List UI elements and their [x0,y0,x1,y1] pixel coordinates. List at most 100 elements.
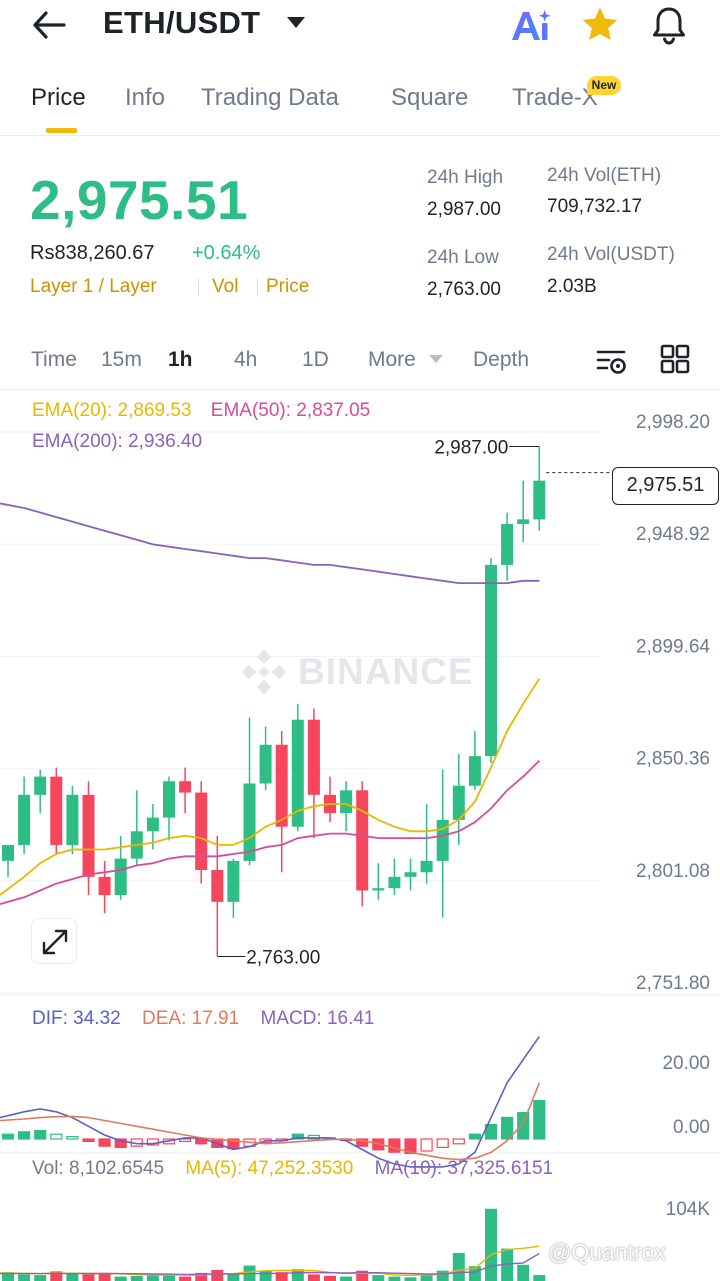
volume-bar [50,1271,63,1281]
price-axis-label: 2,899.64 [636,636,710,657]
macd-histogram-bar [517,1111,530,1140]
candle-up [501,523,514,565]
tag-layer[interactable]: Layer 1 / Layer [30,276,157,297]
tag-vol[interactable]: Vol [212,276,239,297]
macd-histogram-bar [452,1138,465,1145]
volume-bar [163,1274,175,1281]
author-watermark: @Quantrox [548,1239,666,1265]
macd-histogram-bar [195,1138,208,1145]
ema200-line [0,502,540,585]
tf-depth[interactable]: Depth [473,348,530,371]
candle-up [114,858,127,896]
price-chart[interactable]: 2,998.20 2,948.92 2,899.64 2,850.36 2,801.08… [0,390,720,1281]
macd-histogram-bar [34,1129,47,1140]
tag-price[interactable]: Price [266,276,310,297]
ma5-label: MA(5): 47,252.3530 [185,1158,354,1179]
candle-up [227,860,240,902]
dif-line [0,1035,540,1168]
vol-ma10-line [0,1252,540,1276]
candle-down [98,876,111,896]
star-icon[interactable] [580,5,620,45]
volume-bar [114,1276,127,1281]
ema200-label: EMA(200): 2,936.40 [32,431,203,452]
volume-bar [404,1277,417,1281]
macd-histogram-bar [227,1138,240,1150]
expand-chart-button[interactable] [31,918,77,964]
volume-bar [452,1252,465,1281]
candle-down [195,792,208,870]
ma10-label: MA(10): 37,325.6151 [374,1158,554,1179]
volume-bar [291,1269,304,1281]
candle-up [404,872,417,877]
volume-bar [82,1274,95,1281]
macd-histogram-bar [501,1116,514,1140]
tab-trade-x[interactable]: Trade-X [512,84,598,111]
candle-up [420,860,433,873]
macd-histogram-bar [98,1138,111,1147]
high-label: 24h High [427,167,504,188]
tag-divider [257,279,258,295]
dea-line [0,1082,541,1161]
more-caret-icon[interactable] [428,353,444,365]
macd-histogram-bar [66,1135,79,1140]
volume-bar [485,1208,497,1281]
volume-bar [130,1275,143,1281]
candle-up [146,817,159,832]
ai-icon[interactable] [509,6,551,46]
volume-bar [227,1274,240,1281]
caret-down-icon[interactable] [285,13,307,31]
tab-active-indicator [46,128,77,133]
macd-histogram-bar [50,1133,63,1140]
tag-divider [198,279,199,295]
ema20-line [0,678,541,896]
ema-labels-row-1: EMA(20): 2,869.53 EMA(50): 2,837.05 [32,400,370,422]
candle-up [291,719,304,827]
back-arrow-icon[interactable] [30,8,70,42]
tf-4h[interactable]: 4h [234,348,258,371]
tab-price[interactable]: Price [31,84,86,111]
current-price-box: 2,975.51 [612,467,719,505]
volume-bar [18,1274,31,1281]
volume-bar [146,1275,159,1281]
macd-histogram-bar [388,1138,401,1153]
volume-bar [501,1248,514,1281]
tf-more[interactable]: More [368,348,416,371]
binance-watermark: BINANCE [240,646,490,698]
vol-eth-value: 709,732.17 [547,196,643,217]
bell-icon[interactable] [648,4,690,46]
volume-bar [34,1275,47,1281]
layout-grid-icon[interactable] [660,344,690,374]
indicator-settings-icon[interactable] [595,345,629,377]
pair-title[interactable]: ETH/USDT [103,5,261,40]
tf-15m[interactable]: 15m [101,348,142,371]
volume-bar [275,1272,288,1281]
tab-info[interactable]: Info [125,84,166,111]
volume-bar [195,1272,208,1281]
price-axis-label: 2,850.36 [636,749,710,770]
volume-bar [307,1274,320,1281]
macd-histogram-bar [18,1131,31,1140]
tab-trading-data[interactable]: Trading Data [201,84,339,111]
vol-label: Vol: 8,102.6545 [32,1158,165,1179]
binance-logo-icon [242,650,286,694]
tf-time[interactable]: Time [31,348,77,371]
low-marker-label: 2,763.00 [246,948,320,969]
candle-down [307,719,320,795]
candle-up [485,564,497,757]
candle-down [275,744,288,827]
macd-axis-label: 20.00 [662,1053,710,1074]
volume-bar [388,1276,401,1281]
macd-histogram-bar [404,1138,417,1154]
ema50-label: EMA(50): 2,837.05 [210,400,371,421]
volume-bar [324,1275,336,1281]
volume-bar [468,1266,481,1281]
tf-1d[interactable]: 1D [302,348,329,371]
candle-up [340,790,353,814]
volume-bar [2,1272,14,1281]
macd-histogram-bar [82,1138,95,1143]
candle-down [50,776,63,845]
price-axis-label: 2,751.80 [636,973,710,994]
tab-square[interactable]: Square [391,84,469,111]
binance-watermark-text: BINANCE [298,651,474,692]
tf-1h[interactable]: 1h [168,348,193,371]
